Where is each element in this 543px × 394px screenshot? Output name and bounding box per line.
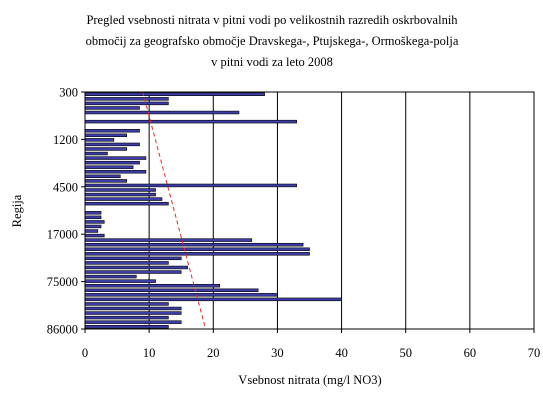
x-tick-label-10: 10 xyxy=(143,346,156,360)
chart-title-line-2: območij za geografsko območje Dravskega-… xyxy=(86,34,459,48)
bar-18 xyxy=(84,174,121,179)
x-axis-title: Vsebnost nitrata (mg/l NO3) xyxy=(238,373,381,387)
x-tick-label-20: 20 xyxy=(207,346,220,360)
bar-44 xyxy=(84,293,278,297)
bar-14 xyxy=(84,156,147,160)
bar-37 xyxy=(84,261,169,265)
bar-31 xyxy=(84,233,105,238)
bar-40 xyxy=(84,274,137,279)
bar-13 xyxy=(84,151,108,156)
bar-26 xyxy=(84,211,102,215)
bar-12 xyxy=(84,147,127,151)
bar-11 xyxy=(84,142,140,147)
bar-4 xyxy=(84,110,240,115)
bar-47 xyxy=(84,306,182,311)
y-axis-title: Regija xyxy=(10,194,24,227)
chart-title-line-3: v pitni vodi za leto 2008 xyxy=(211,55,333,69)
bar-0 xyxy=(84,92,265,97)
bar-8 xyxy=(84,129,140,133)
trendline-group xyxy=(142,91,207,330)
y-tick-label-17000: 17000 xyxy=(47,228,78,242)
bar-29 xyxy=(84,224,102,229)
bar-16 xyxy=(84,165,134,169)
x-tick-label-40: 40 xyxy=(335,346,348,360)
bar-48 xyxy=(84,311,182,315)
y-tick-label-300: 300 xyxy=(59,86,78,100)
bar-33 xyxy=(84,242,304,247)
bar-42 xyxy=(84,283,220,288)
bar-9 xyxy=(84,133,127,138)
bar-23 xyxy=(84,197,163,201)
y-tick-label-86000: 86000 xyxy=(47,323,78,337)
bar-6 xyxy=(84,119,297,124)
bar-24 xyxy=(84,201,169,206)
x-tick-label-50: 50 xyxy=(399,346,412,360)
bar-30 xyxy=(84,229,99,233)
bar-49 xyxy=(84,315,169,320)
bar-22 xyxy=(84,192,156,197)
bar-35 xyxy=(84,252,310,256)
bar-43 xyxy=(84,288,259,292)
bar-50 xyxy=(84,320,182,324)
bar-15 xyxy=(84,160,140,165)
x-axis-ticks: 0 10 20 30 40 50 60 70 xyxy=(82,329,540,360)
bar-2 xyxy=(84,101,169,106)
bar-34 xyxy=(84,247,310,251)
trendline xyxy=(142,91,207,330)
bar-46 xyxy=(84,302,169,306)
bar-51 xyxy=(84,325,169,329)
y-tick-label-1200: 1200 xyxy=(53,133,78,147)
bar-1 xyxy=(84,97,169,101)
bar-21 xyxy=(84,188,156,192)
bar-41 xyxy=(84,279,156,283)
bar-36 xyxy=(84,256,182,261)
y-tick-label-75000: 75000 xyxy=(47,275,78,289)
bar-17 xyxy=(84,170,147,174)
chart-title-line-1: Pregled vsebnosti nitrata v pitni vodi p… xyxy=(86,13,458,27)
bar-19 xyxy=(84,179,127,183)
plot-area-frame xyxy=(84,91,535,330)
bar-10 xyxy=(84,138,115,142)
x-tick-label-30: 30 xyxy=(271,346,284,360)
y-axis-ticks: 300 1200 4500 17000 75000 86000 xyxy=(47,86,85,337)
y-tick-label-4500: 4500 xyxy=(53,180,78,194)
bar-32 xyxy=(84,238,253,242)
x-tick-label-0: 0 xyxy=(82,346,88,360)
bar-38 xyxy=(84,265,188,270)
bars xyxy=(84,92,342,329)
bar-20 xyxy=(84,183,297,188)
x-tick-label-70: 70 xyxy=(528,346,541,360)
bar-3 xyxy=(84,106,140,110)
bar-39 xyxy=(84,270,182,274)
bar-45 xyxy=(84,297,342,302)
bar-28 xyxy=(84,220,105,224)
x-tick-label-60: 60 xyxy=(464,346,477,360)
bar-27 xyxy=(84,215,102,220)
